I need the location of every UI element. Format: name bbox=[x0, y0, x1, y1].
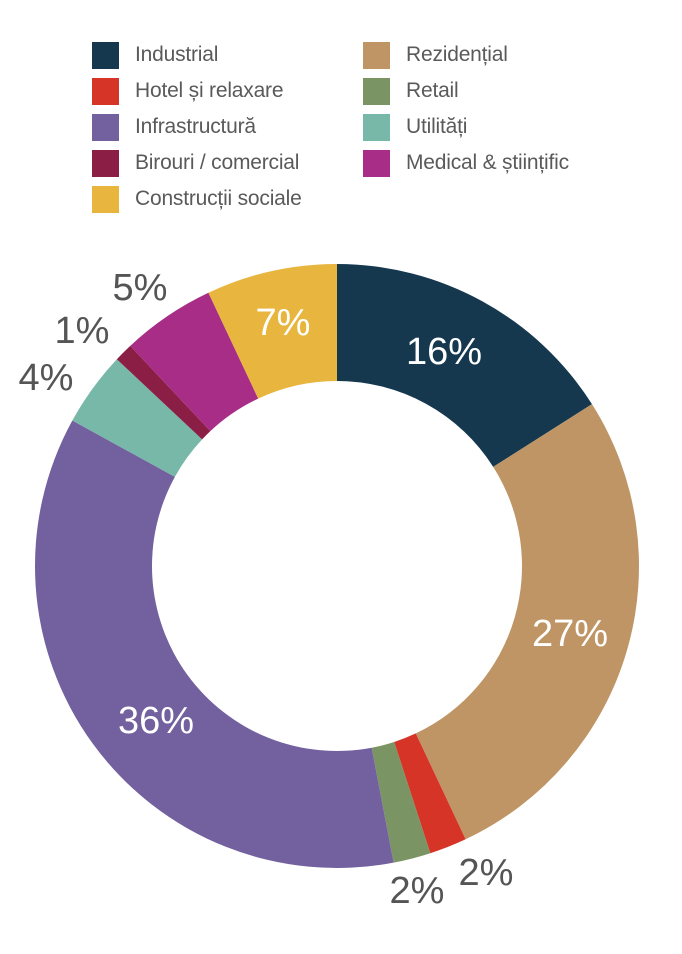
legend-swatch bbox=[363, 149, 390, 177]
slice-data-label: 16% bbox=[406, 331, 482, 373]
legend-swatch bbox=[92, 41, 119, 69]
legend-swatch bbox=[363, 113, 390, 141]
legend-label: Medical & științific bbox=[406, 151, 569, 174]
donut-slice-5 bbox=[35, 420, 394, 868]
legend-item: Retail bbox=[363, 76, 459, 106]
legend-item: Construcții sociale bbox=[92, 184, 302, 214]
legend-item: Utilități bbox=[363, 112, 467, 142]
slice-data-label: 5% bbox=[113, 267, 168, 309]
legend-label: Birouri / comercial bbox=[135, 151, 300, 174]
slice-data-label: 7% bbox=[256, 302, 311, 344]
legend-swatch bbox=[363, 41, 390, 69]
legend-swatch bbox=[92, 149, 119, 177]
legend-item: Birouri / comercial bbox=[92, 148, 299, 178]
slice-data-label: 1% bbox=[55, 310, 110, 352]
donut-slice-8 bbox=[130, 292, 259, 432]
donut-slice-2 bbox=[415, 404, 640, 840]
slice-data-label: 2% bbox=[459, 852, 514, 894]
legend-item: Industrial bbox=[92, 40, 218, 70]
legend-item: Medical & științific bbox=[363, 148, 569, 178]
legend-swatch bbox=[92, 77, 119, 105]
slice-data-label: 2% bbox=[390, 870, 445, 912]
donut-slice-3 bbox=[394, 733, 466, 854]
legend-label: Utilități bbox=[406, 115, 468, 138]
donut-slice-1 bbox=[337, 264, 592, 467]
legend-label: Retail bbox=[406, 79, 459, 102]
legend-item: Rezidențial bbox=[363, 40, 508, 70]
slice-data-label: 27% bbox=[532, 613, 608, 655]
legend-item: Infrastructură bbox=[92, 112, 256, 142]
legend-label: Construcții sociale bbox=[135, 187, 302, 210]
legend-label: Industrial bbox=[135, 43, 219, 66]
legend-label: Rezidențial bbox=[406, 43, 508, 66]
slice-data-label: 36% bbox=[118, 700, 194, 742]
donut-slice-9 bbox=[208, 264, 337, 399]
legend-swatch bbox=[92, 113, 119, 141]
chart-legend: Industrial Hotel și relaxare Infrastruct… bbox=[0, 0, 682, 230]
legend-swatch bbox=[363, 77, 390, 105]
legend-label: Infrastructură bbox=[135, 115, 256, 138]
donut-slice-7 bbox=[116, 345, 211, 440]
legend-swatch bbox=[92, 185, 119, 213]
donut-slice-6 bbox=[72, 359, 203, 477]
slice-data-label: 4% bbox=[19, 357, 74, 399]
donut-slice-4 bbox=[371, 741, 431, 863]
legend-label: Hotel și relaxare bbox=[135, 79, 284, 102]
legend-item: Hotel și relaxare bbox=[92, 76, 284, 106]
